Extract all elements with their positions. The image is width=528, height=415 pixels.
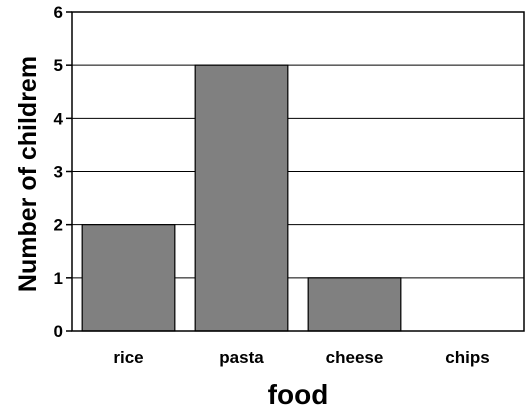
bars — [81, 64, 402, 332]
x-tick-label: cheese — [326, 348, 384, 367]
y-tick-label: 4 — [54, 109, 64, 128]
bar-rice — [81, 224, 176, 332]
y-axis-tick-labels: 0 1 2 3 4 5 6 — [54, 3, 64, 341]
x-tick-label: rice — [113, 348, 143, 367]
y-tick-label: 6 — [54, 3, 63, 22]
y-axis-ticks — [66, 11, 72, 332]
x-axis-tick-labels: rice pasta cheese chips — [113, 348, 489, 367]
x-axis-title: food — [268, 379, 329, 410]
y-tick-label: 3 — [54, 163, 63, 182]
bar-cheese — [307, 277, 402, 332]
y-axis-title: Number of childrem — [14, 56, 42, 292]
bar-pasta — [194, 64, 289, 332]
y-tick-label: 1 — [54, 269, 63, 288]
y-tick-label: 0 — [54, 322, 63, 341]
y-tick-label: 2 — [54, 216, 63, 235]
x-tick-label: chips — [445, 348, 489, 367]
y-tick-label: 5 — [54, 56, 63, 75]
x-tick-label: pasta — [219, 348, 264, 367]
